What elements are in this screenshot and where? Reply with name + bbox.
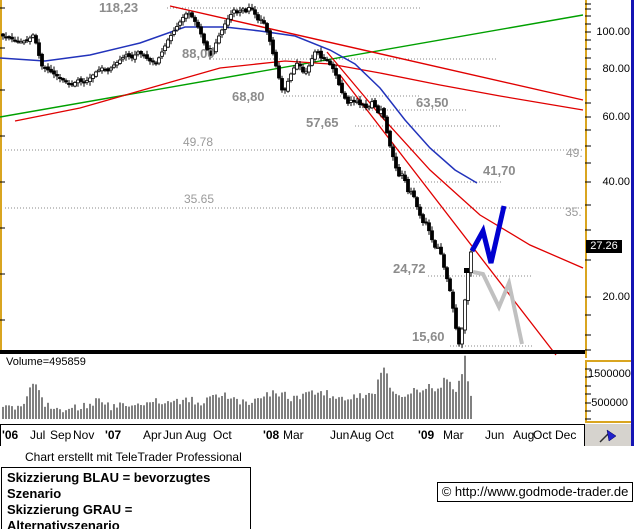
level-label: 57,65 (306, 115, 339, 130)
time-axis-label: Oct (533, 428, 552, 442)
legend-blue-line: Skizzierung BLAU = bevorzugtes Szenario (7, 470, 211, 501)
time-axis-label: Nov (73, 428, 95, 442)
level-label: 15,60 (412, 329, 445, 344)
time-axis-label: '07 (105, 428, 122, 442)
red-fan-lower (339, 74, 557, 356)
red-downtrend-main (169, 5, 584, 101)
red-ma-long (14, 60, 584, 122)
level-label: 118,23 (99, 0, 139, 15)
volume-bars (2, 355, 472, 419)
volume-pane (0, 354, 585, 422)
price-axis-label: 100.00 (596, 26, 630, 38)
time-axis-label: '06 (2, 428, 19, 442)
level-label-right: 35. (565, 205, 582, 219)
price-pane (0, 0, 585, 352)
candlestick-series (1, 3, 473, 349)
credit-text: Chart erstellt mit TeleTrader Profession… (25, 450, 242, 464)
time-axis-label: Jun (163, 428, 183, 442)
time-axis-label: Apr (143, 428, 162, 442)
volume-axis-label: 1500000 (588, 368, 631, 380)
time-axis-label: Aug (185, 428, 207, 442)
blue-ma (0, 26, 478, 184)
level-label: 88,00 (182, 46, 215, 61)
time-axis-label: Oct (375, 428, 394, 442)
level-label: 35.65 (184, 192, 215, 206)
pane-separator[interactable] (0, 350, 585, 354)
time-axis-label: Aug (350, 428, 372, 442)
volume-axis-label: 500000 (591, 397, 628, 409)
price-axis-label: 40.00 (602, 176, 630, 188)
price-axis-label: 20.00 (602, 291, 630, 303)
price-axis-label: 80.00 (602, 63, 630, 75)
legend-gray-line: Skizzierung GRAU = Alternativszenario (7, 502, 133, 529)
time-axis-label: Oct (213, 428, 232, 442)
copyright-link[interactable]: © http://www.godmode-trader.de (437, 482, 633, 502)
red-fan-upper (326, 51, 584, 269)
time-axis-label: Mar (283, 428, 304, 442)
time-axis-label: '08 (263, 428, 280, 442)
level-label: 24,72 (393, 261, 426, 276)
volume-value-label: Volume=495859 (6, 356, 86, 368)
time-axis-label: Jul (30, 428, 46, 442)
level-label-right: 49. (566, 146, 583, 160)
level-lines (5, 7, 583, 347)
green-uptrend-line (0, 14, 584, 118)
pointer-icon (599, 428, 617, 443)
left-edge-border (0, 0, 2, 352)
scenario-start-marker (464, 268, 469, 273)
time-axis-label: Jun (485, 428, 505, 442)
level-label: 68,80 (232, 89, 265, 104)
pointer-tool-cell[interactable] (585, 424, 631, 447)
footer-area: Chart erstellt mit TeleTrader Profession… (0, 446, 634, 529)
time-axis-label: Sep (50, 428, 72, 442)
panel-border (631, 0, 634, 446)
volume-axis-panel (585, 360, 632, 423)
level-label: 63,50 (416, 95, 449, 110)
level-label: 41,70 (483, 163, 516, 178)
time-axis-label: Aug (513, 428, 535, 442)
level-label: 49.78 (183, 135, 214, 149)
time-axis-label: Dec (555, 428, 577, 442)
price-axis-label: 60.00 (602, 111, 630, 123)
time-axis-label: '09 (418, 428, 435, 442)
price-axis-panel (585, 0, 634, 358)
time-axis-label: Jun (330, 428, 350, 442)
current-price-badge: 27.26 (586, 240, 622, 253)
time-axis-label: Mar (443, 428, 464, 442)
price-axis-ticks (585, 3, 591, 351)
scenario-legend-box: Skizzierung BLAU = bevorzugtes Szenario … (1, 467, 251, 529)
alternative-scenario-sketch (472, 270, 524, 345)
preferred-scenario-sketch (469, 205, 507, 264)
